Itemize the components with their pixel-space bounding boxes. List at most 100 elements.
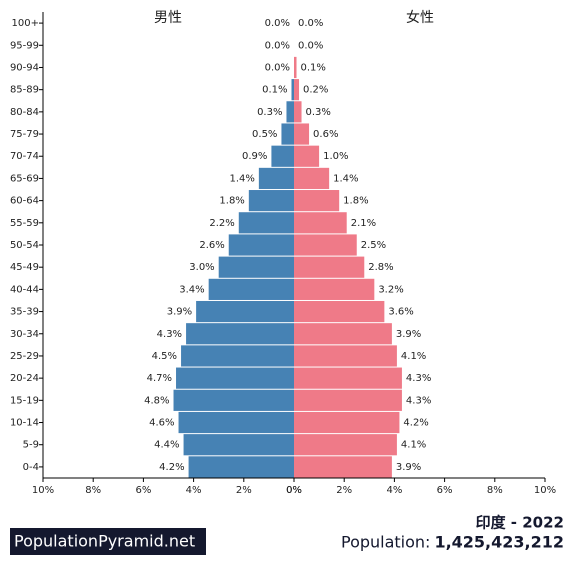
value-label: 0.3%: [306, 107, 331, 118]
y-tick-label: 10-14: [10, 418, 39, 429]
chart-title: 印度 - 2022: [476, 514, 564, 532]
value-label: 1.0%: [323, 151, 348, 162]
bar: [294, 145, 320, 167]
value-label: 0.9%: [242, 151, 267, 162]
bar: [294, 278, 375, 300]
value-label: 4.3%: [157, 329, 182, 340]
value-label: 0.0%: [265, 40, 290, 51]
y-tick-label: 60-64: [10, 196, 39, 207]
y-tick-label: 30-34: [10, 329, 39, 340]
x-tick-label: 2%: [336, 485, 352, 496]
value-label: 0.0%: [265, 62, 290, 73]
value-label: 3.6%: [388, 307, 413, 318]
value-label: 1.8%: [343, 196, 368, 207]
bar: [196, 300, 294, 323]
value-label: 0.6%: [313, 129, 338, 140]
bar: [294, 434, 397, 456]
y-tick-label: 95-99: [10, 40, 39, 51]
y-tick-label: 100+: [12, 18, 39, 29]
x-tick-label: 4%: [186, 485, 202, 496]
series-name: 男性: [154, 10, 182, 26]
y-tick-label: 20-24: [10, 373, 39, 384]
bar: [294, 256, 365, 278]
logo-box: [10, 528, 206, 555]
y-tick-label: 25-29: [10, 351, 39, 362]
bar: [258, 167, 294, 190]
value-label: 4.2%: [159, 462, 184, 473]
value-label: 4.7%: [147, 373, 172, 384]
value-label: 1.4%: [229, 173, 254, 184]
y-tick-label: 80-84: [10, 107, 39, 118]
value-label: 4.1%: [401, 440, 426, 451]
y-tick-label: 5-9: [23, 440, 39, 451]
bar: [186, 323, 294, 345]
value-label: 4.4%: [154, 440, 179, 451]
x-tick-label: 4%: [386, 485, 402, 496]
bar: [294, 190, 340, 212]
value-label: 3.9%: [396, 329, 421, 340]
bar: [294, 79, 300, 101]
bar: [294, 456, 392, 478]
x-tick-label: 6%: [437, 485, 453, 496]
value-label: 0.3%: [257, 107, 282, 118]
y-tick-label: 85-89: [10, 85, 39, 96]
bar: [294, 411, 400, 434]
bar: [294, 389, 402, 411]
value-label: 2.2%: [209, 218, 234, 229]
y-tick-label: 55-59: [10, 218, 39, 229]
bar: [294, 323, 392, 345]
value-label: 0.0%: [298, 40, 323, 51]
value-label: 4.5%: [152, 351, 177, 362]
bar: [294, 234, 357, 256]
bar: [294, 101, 302, 123]
y-tick-label: 90-94: [10, 62, 39, 73]
bar: [238, 212, 294, 234]
bar: [291, 79, 294, 101]
value-label: 4.2%: [403, 418, 428, 429]
x-tick-label: 8%: [85, 485, 101, 496]
y-tick-label: 40-44: [10, 284, 39, 295]
value-label: 2.8%: [368, 262, 393, 273]
bar: [281, 123, 294, 145]
bar: [176, 367, 294, 389]
bar: [294, 345, 397, 367]
value-label: 0.2%: [303, 85, 328, 96]
x-tick-label: 8%: [487, 485, 503, 496]
x-tick-label: 0%: [286, 485, 302, 496]
value-label: 0.1%: [262, 85, 287, 96]
y-tick-label: 35-39: [10, 307, 39, 318]
value-label: 2.1%: [351, 218, 376, 229]
bar: [294, 212, 347, 234]
bar: [294, 123, 310, 145]
value-label: 3.9%: [396, 462, 421, 473]
x-tick-label: 6%: [135, 485, 151, 496]
value-label: 2.6%: [199, 240, 224, 251]
value-label: 3.2%: [378, 284, 403, 295]
bar: [294, 300, 385, 323]
value-label: 1.4%: [333, 173, 358, 184]
population-label: Population:: [341, 533, 430, 552]
bar: [294, 56, 297, 79]
bar: [181, 345, 294, 367]
bar: [183, 434, 294, 456]
bar: [228, 234, 294, 256]
value-label: 3.9%: [167, 307, 192, 318]
bar: [294, 167, 330, 190]
value-label: 4.6%: [149, 418, 174, 429]
value-label: 4.1%: [401, 351, 426, 362]
bar: [188, 456, 294, 478]
value-label: 0.1%: [301, 62, 326, 73]
bar: [248, 190, 294, 212]
x-tick-label: 0%: [286, 485, 302, 496]
bar: [173, 389, 294, 411]
y-tick-label: 70-74: [10, 151, 39, 162]
y-tick-label: 50-54: [10, 240, 39, 251]
x-tick-label: 10%: [32, 485, 54, 496]
value-label: 0.0%: [265, 18, 290, 29]
value-label: 4.3%: [406, 373, 431, 384]
bar: [286, 101, 294, 123]
value-label: 4.8%: [144, 395, 169, 406]
value-label: 4.3%: [406, 395, 431, 406]
x-tick-label: 10%: [534, 485, 556, 496]
